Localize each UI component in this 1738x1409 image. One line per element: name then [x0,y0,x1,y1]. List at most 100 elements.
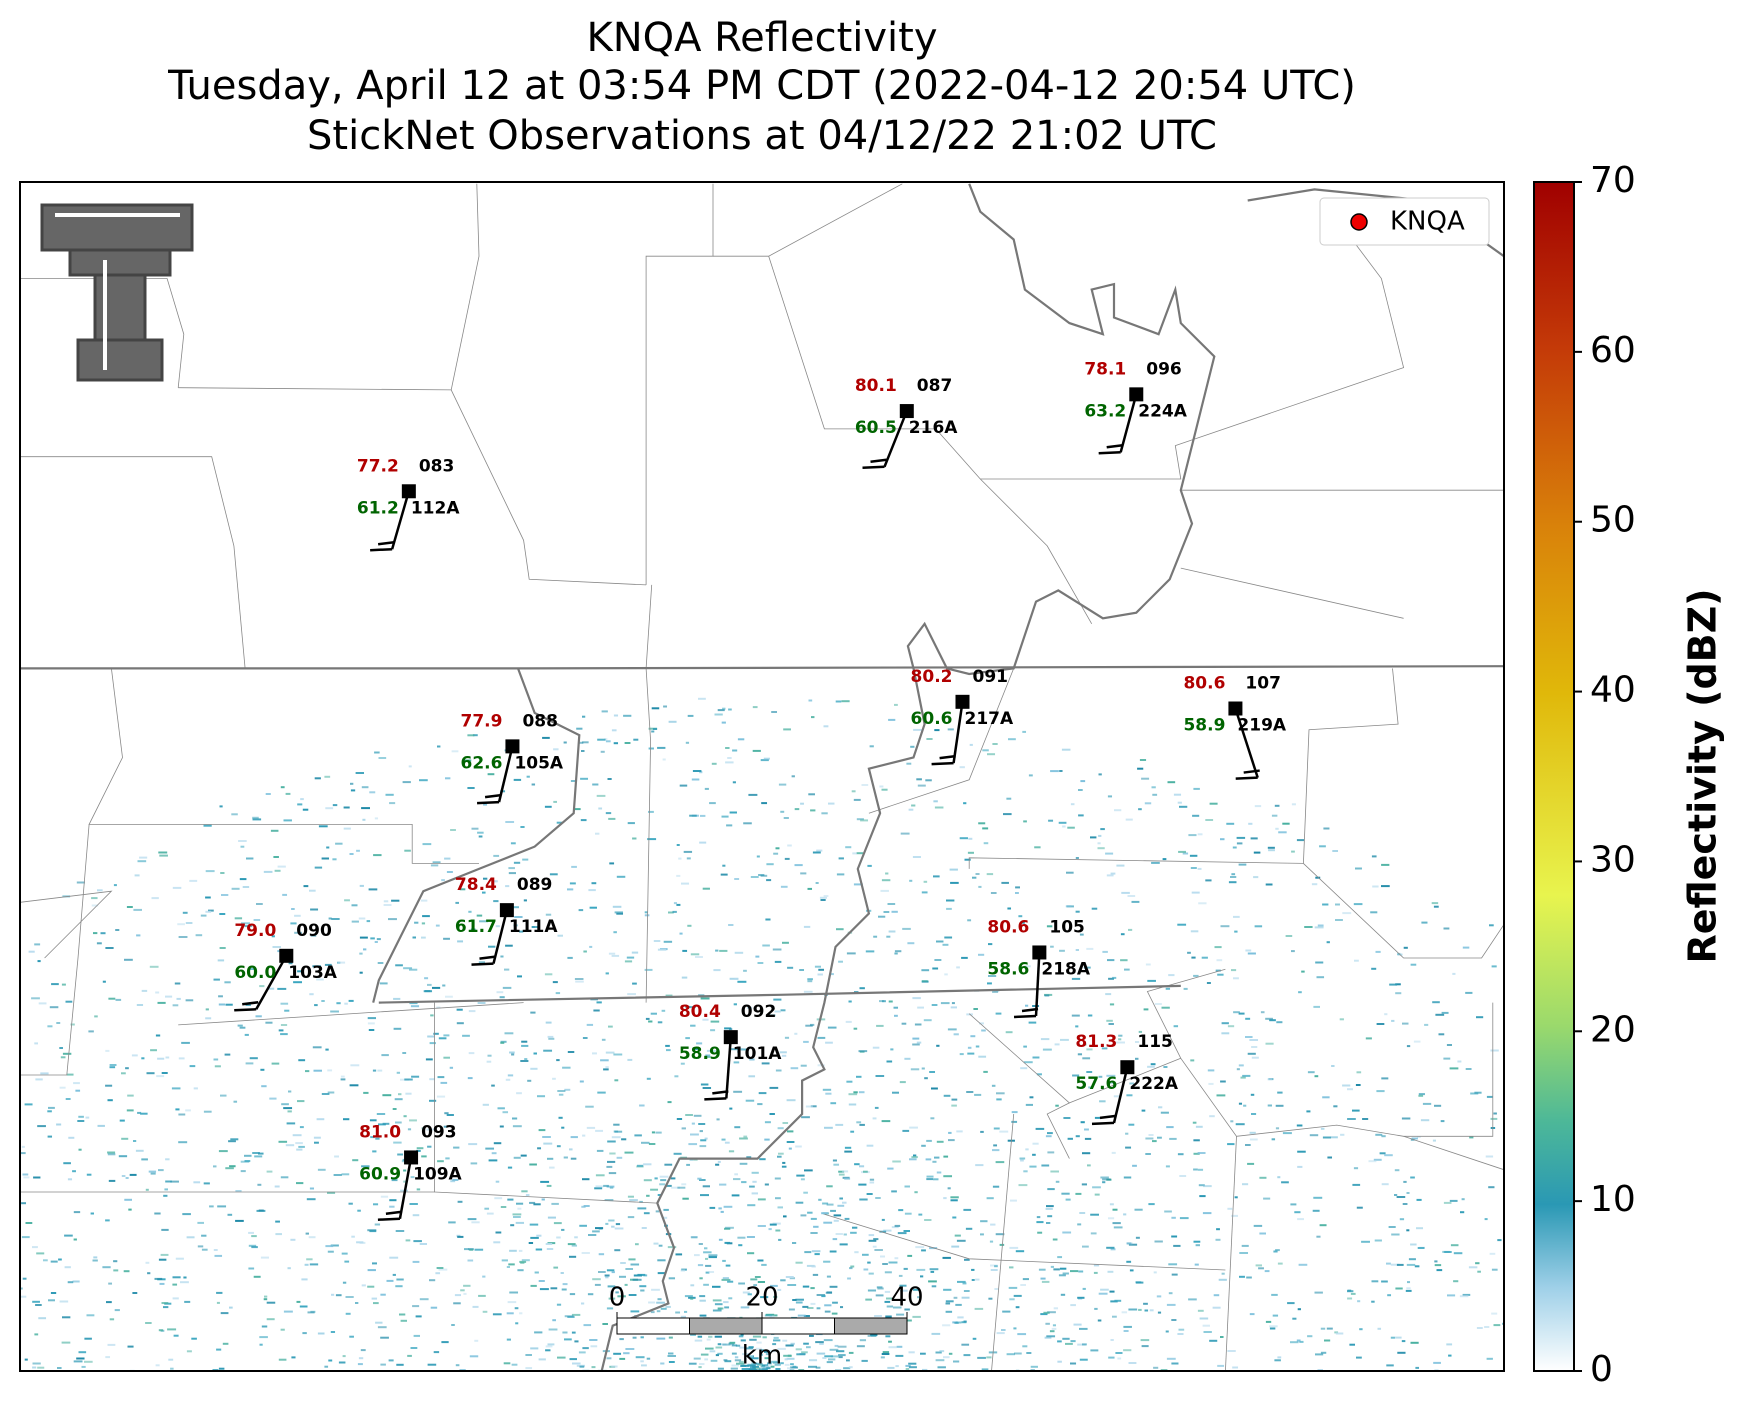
radar-echo [1049,1330,1055,1333]
radar-echo [907,942,915,945]
radar-echo [456,1234,461,1237]
radar-echo [609,1290,614,1293]
radar-echo [1231,873,1236,876]
radar-echo [699,1145,707,1148]
radar-echo [807,980,813,983]
radar-echo [1514,1352,1521,1354]
radar-echo [1319,845,1326,848]
radar-echo [905,1364,911,1367]
radar-echo [699,771,703,774]
radar-echo [479,920,489,923]
radar-echo [148,1170,157,1173]
radar-echo [1013,1294,1022,1297]
scale-segment [689,1317,763,1335]
radar-echo [1046,1222,1051,1224]
radar-echo [1113,1095,1122,1098]
radar-echo [472,734,478,737]
radar-echo [656,1310,661,1313]
radar-echo [3,1140,10,1142]
radar-echo [765,1365,772,1368]
radar-echo [105,1219,110,1222]
radar-echo [680,1315,686,1318]
radar-echo [623,1352,630,1355]
radar-echo [216,1348,222,1351]
radar-echo [570,1136,578,1139]
radar-echo [932,1160,937,1163]
radar-echo [1395,992,1402,995]
radar-echo [369,1119,377,1122]
radar-echo [1209,1339,1218,1342]
radar-echo [508,1263,515,1266]
radar-echo [903,1230,911,1232]
radar-echo [601,710,608,713]
radar-echo [1268,849,1275,852]
station-probe: 101A [733,1044,782,1064]
radar-echo [35,1078,43,1081]
radar-echo [1476,1327,1483,1329]
radar-echo [680,1062,685,1065]
radar-echo [150,1172,156,1175]
radar-echo [800,1064,807,1067]
radar-echo [1052,1324,1057,1327]
radar-echo [501,1259,508,1262]
radar-echo [185,1109,191,1112]
station-probe: 103A [288,963,337,983]
radar-echo [361,1165,370,1168]
radar-echo [708,1256,717,1259]
radar-echo [888,1340,892,1343]
radar-echo [470,1162,478,1165]
radar-echo [245,1003,251,1006]
radar-echo [78,1115,84,1118]
radar-echo [1361,1240,1370,1243]
radar-echo [1036,1221,1044,1224]
radar-echo [491,1152,497,1155]
station-dewpoint: 62.6 [460,753,502,773]
radar-echo [581,1252,590,1254]
radar-echo [664,1163,673,1166]
wind-barb [255,955,288,1010]
radar-echo [734,1356,739,1359]
radar-echo [355,1302,359,1304]
radar-echo [611,954,620,957]
radar-echo [627,993,636,996]
radar-echo [632,1336,637,1339]
radar-echo [794,864,803,867]
radar-echo [1327,1156,1333,1159]
radar-echo [1111,1151,1116,1154]
radar-echo [286,1122,296,1125]
radar-echo [1339,1018,1344,1021]
radar-echo [749,1364,756,1367]
radar-echo [1143,1008,1149,1011]
radar-echo [690,1297,694,1300]
radar-echo [603,1068,609,1071]
radar-echo [961,1343,970,1346]
radar-echo [725,747,730,749]
radar-echo [1347,1118,1356,1120]
radar-echo [781,1165,787,1168]
radar-echo [725,1226,734,1229]
radar-echo [1457,1060,1462,1063]
radar-echo [755,1362,763,1365]
radar-echo [420,899,428,902]
radar-echo [741,1368,750,1370]
radar-echo [579,1365,585,1368]
radar-echo [258,1209,264,1212]
radar-echo [917,1296,921,1299]
radar-echo [953,1360,960,1363]
radar-echo [858,1183,867,1186]
radar-echo [983,1070,988,1073]
radar-echo [337,961,346,964]
station-probe: 222A [1129,1074,1178,1094]
radar-echo [1275,827,1279,830]
radar-echo [1227,1143,1235,1146]
radar-echo [513,1216,521,1218]
radar-echo [684,1295,693,1298]
radar-echo [145,1188,149,1191]
radar-echo [1422,1102,1432,1105]
radar-echo [404,849,411,852]
radar-echo [1006,1353,1015,1356]
radar-echo [764,1138,770,1141]
radar-echo [948,1139,955,1142]
radar-echo [758,1092,767,1095]
radar-echo [1381,863,1390,866]
